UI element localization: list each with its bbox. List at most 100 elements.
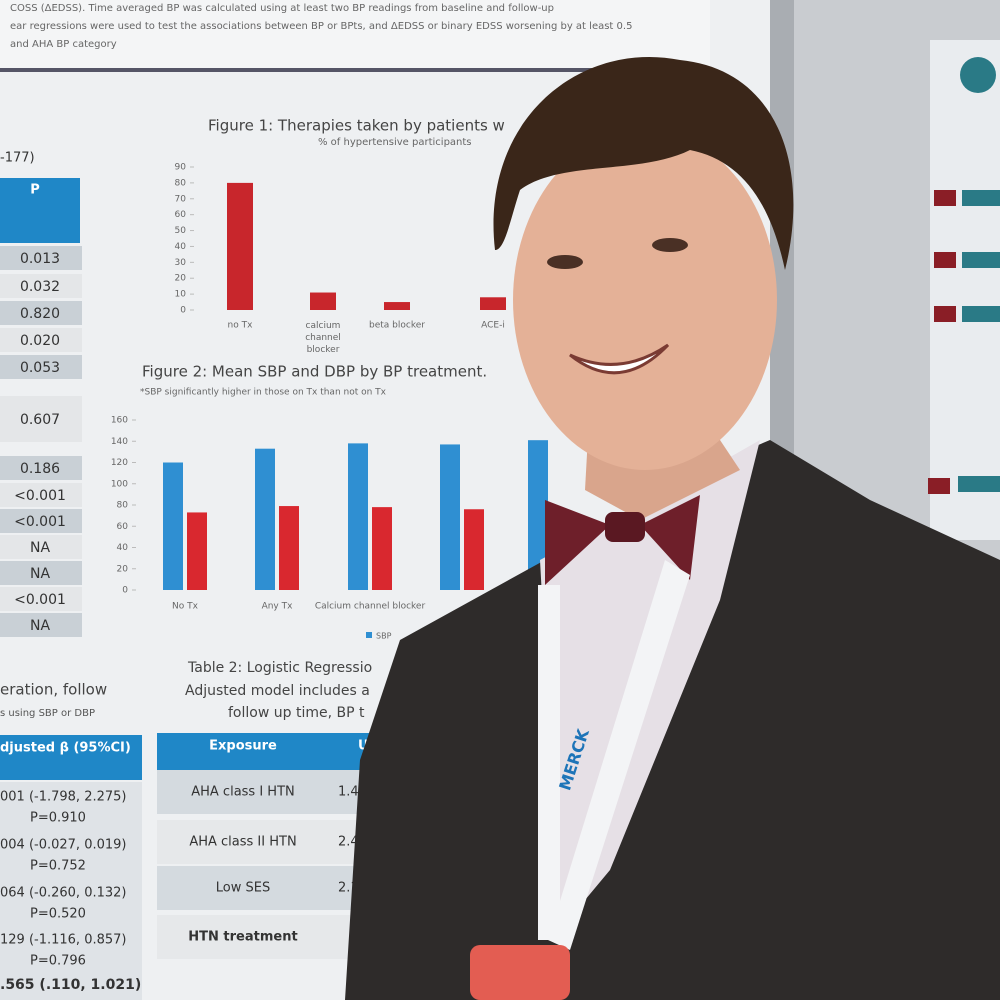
eye (652, 238, 688, 252)
y-tick-label: 120 (111, 458, 128, 468)
eye (547, 255, 583, 269)
lanyard (548, 560, 690, 950)
bow-knot (605, 512, 645, 542)
table-cell: 001 (-1.798, 2.275) (0, 790, 126, 805)
divider (0, 68, 710, 72)
legend-label: SBP (376, 632, 392, 641)
figure-title: Figure 1: Therapies taken by patients w (208, 117, 505, 135)
table-cell: HTN treatment (188, 930, 297, 945)
table-cell: 129 (-1.116, 0.857) (0, 933, 126, 948)
table-cell: AHA class II HTN (189, 835, 296, 850)
table-cell: <0.001 (14, 514, 66, 530)
bullet (934, 190, 956, 206)
y-tick-label: 60 (175, 210, 187, 220)
table-title: follow up time, BP t (228, 705, 365, 721)
logo (960, 57, 996, 93)
x-tick-label: calcium channel blocker (305, 321, 341, 355)
bullet (934, 252, 956, 268)
table-row (0, 328, 82, 352)
table-row (0, 456, 82, 480)
figure-subtitle: % of hypertensive participants (318, 137, 472, 148)
heading-bar (962, 306, 1000, 322)
table-header-text: Exposure (209, 739, 277, 754)
x-tick-label: no Tx (228, 321, 254, 331)
bar (384, 302, 410, 310)
bar (372, 507, 392, 590)
table-title: Table 2: Logistic Regressio (187, 660, 372, 676)
table-cell: 0.820 (20, 306, 60, 322)
bar (440, 444, 460, 590)
poster-text: eration, follow (0, 681, 107, 699)
right-poster-marks (928, 190, 1000, 494)
bar (348, 443, 368, 590)
table-cell: 2.4 (338, 835, 359, 850)
bar (163, 462, 183, 590)
table-cell: 064 (-0.260, 0.132) (0, 886, 126, 901)
table-header-text: P (30, 183, 40, 198)
table-row (0, 483, 82, 507)
bar (480, 297, 506, 310)
x-tick-label: Any Tx (262, 602, 294, 612)
table-row (0, 613, 82, 637)
table-cell: 0.032 (20, 279, 60, 295)
table-cell: AHA class I HTN (191, 785, 295, 800)
bar (227, 182, 253, 310)
y-tick-label: 50 (175, 226, 187, 236)
table-cell: NA (30, 618, 50, 634)
table-row (0, 246, 82, 270)
figure-title: Figure 2: Mean SBP and DBP by BP treatme… (142, 363, 487, 381)
poster-text: s using SBP or DBP (0, 708, 95, 719)
y-tick-label: 90 (175, 163, 187, 173)
table-cell: 004 (-0.027, 0.019) (0, 838, 126, 853)
table-cell: 0.013 (20, 251, 60, 267)
table-row (0, 587, 82, 611)
table-row (157, 820, 387, 864)
table-header (0, 735, 142, 780)
bar (187, 512, 207, 590)
table-row (0, 355, 82, 379)
y-tick-label: 70 (175, 194, 187, 204)
y-tick-label: 60 (117, 522, 129, 532)
table-cell: P=0.796 (30, 954, 86, 969)
right-poster (930, 40, 1000, 540)
table-row (0, 274, 82, 298)
x-tick-label: ACE-i (481, 321, 505, 331)
hair (493, 56, 794, 270)
bar (464, 509, 484, 590)
table-cell: P=0.752 (30, 859, 86, 874)
table-cell: <0.001 (14, 488, 66, 504)
y-tick-label: 140 (111, 437, 128, 447)
poster-text: -177) (0, 151, 35, 166)
figure-note: *SBP significantly higher in those on Tx… (140, 388, 387, 398)
face (513, 130, 777, 470)
poster-text: COSS (ΔEDSS). Time averaged BP was calcu… (10, 3, 554, 14)
y-tick-label: 80 (175, 178, 187, 188)
bow-tie (545, 495, 700, 585)
legend-swatch (366, 632, 372, 638)
poster-text: ear regressions were used to test the as… (10, 21, 632, 32)
table-cell: NA (30, 540, 50, 556)
table-row (0, 396, 82, 442)
table-cell: 0.020 (20, 333, 60, 349)
table-title: Adjusted model includes a (185, 683, 370, 699)
x-tick-label: Calcium channel blocker (315, 602, 426, 612)
heading-bar (962, 190, 1000, 206)
y-tick-label: 10 (175, 290, 187, 300)
table-row (157, 866, 387, 910)
table-header-text: djusted β (95%CI) (0, 741, 131, 756)
heading-bar (958, 476, 1000, 492)
table-cell: <0.001 (14, 592, 66, 608)
poster-top (0, 0, 710, 72)
poster-text: and AHA BP category (10, 39, 117, 50)
y-tick-label: 40 (175, 242, 187, 252)
bar (528, 440, 548, 590)
table-cell: NA (30, 566, 50, 582)
bar (310, 292, 336, 310)
table-cell: 0.053 (20, 360, 60, 376)
bar (255, 448, 275, 590)
table-cell: 0.186 (20, 461, 60, 477)
y-tick-label: 20 (175, 274, 187, 284)
table-header (0, 178, 80, 243)
y-tick-label: 20 (117, 564, 129, 574)
